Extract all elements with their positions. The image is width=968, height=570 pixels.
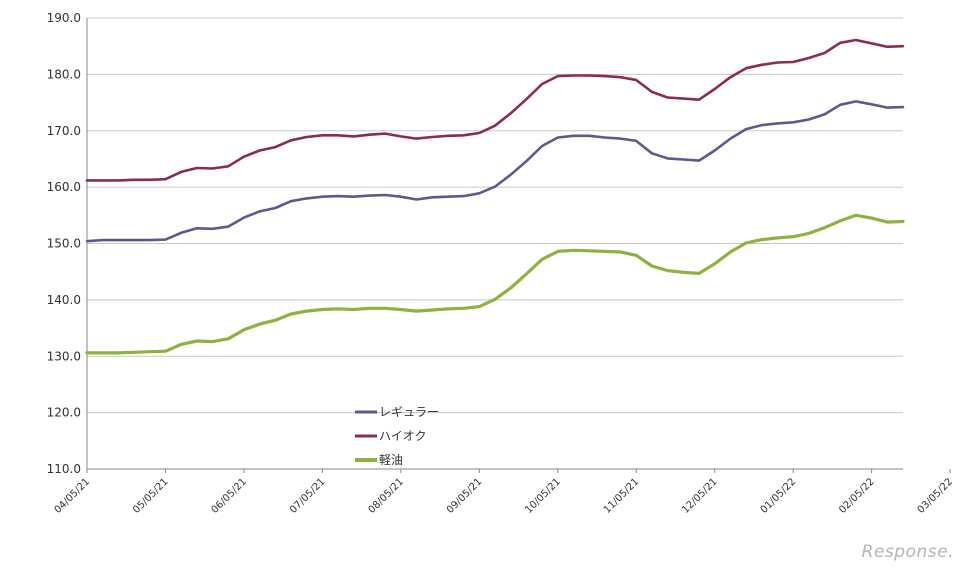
series-line-2 bbox=[85, 38, 905, 182]
x-tick-label: 12/05/21 bbox=[680, 476, 720, 516]
legend-label: ハイオク bbox=[379, 429, 427, 443]
series-lines bbox=[85, 38, 905, 355]
x-tick-label: 08/05/21 bbox=[366, 476, 406, 516]
y-tick-label: 140.0 bbox=[47, 293, 81, 307]
x-tick-label: 10/05/21 bbox=[523, 476, 563, 516]
x-tick-label: 05/05/21 bbox=[131, 476, 171, 516]
x-tick-label: 02/05/22 bbox=[837, 476, 877, 516]
x-tick-label: 01/05/22 bbox=[759, 476, 799, 516]
legend-label: レギュラー bbox=[379, 405, 439, 419]
x-axis-ticks: 04/05/21 05/05/21 06/05/21 07/05/21 08/05/21… bbox=[53, 469, 956, 516]
y-tick-label: 120.0 bbox=[47, 406, 81, 420]
y-tick-label: 190.0 bbox=[47, 11, 81, 25]
series-line-1 bbox=[85, 100, 905, 243]
axes bbox=[86, 18, 903, 470]
x-tick-label: 09/05/21 bbox=[445, 476, 485, 516]
y-tick-label: 150.0 bbox=[47, 237, 81, 251]
y-axis-ticks: 110.0 120.0 130.0 140.0 150.0 160.0 170.0 180.0… bbox=[47, 11, 81, 476]
series-line-3 bbox=[85, 213, 905, 355]
x-tick-label: 04/05/21 bbox=[53, 476, 93, 516]
y-tick-label: 170.0 bbox=[47, 124, 81, 138]
y-tick-label: 130.0 bbox=[47, 349, 81, 363]
watermark-logo: Response. bbox=[861, 542, 954, 562]
x-tick-label: 06/05/21 bbox=[210, 476, 250, 516]
x-tick-label: 11/05/21 bbox=[602, 476, 642, 516]
y-tick-label: 180.0 bbox=[47, 67, 81, 81]
y-tick-label: 160.0 bbox=[47, 180, 81, 194]
x-tick-label: 03/05/22 bbox=[916, 476, 956, 516]
legend-label: 軽油 bbox=[379, 453, 403, 467]
y-tick-label: 110.0 bbox=[47, 462, 81, 476]
x-tick-label: 07/05/21 bbox=[288, 476, 328, 516]
gridlines bbox=[87, 17, 903, 470]
